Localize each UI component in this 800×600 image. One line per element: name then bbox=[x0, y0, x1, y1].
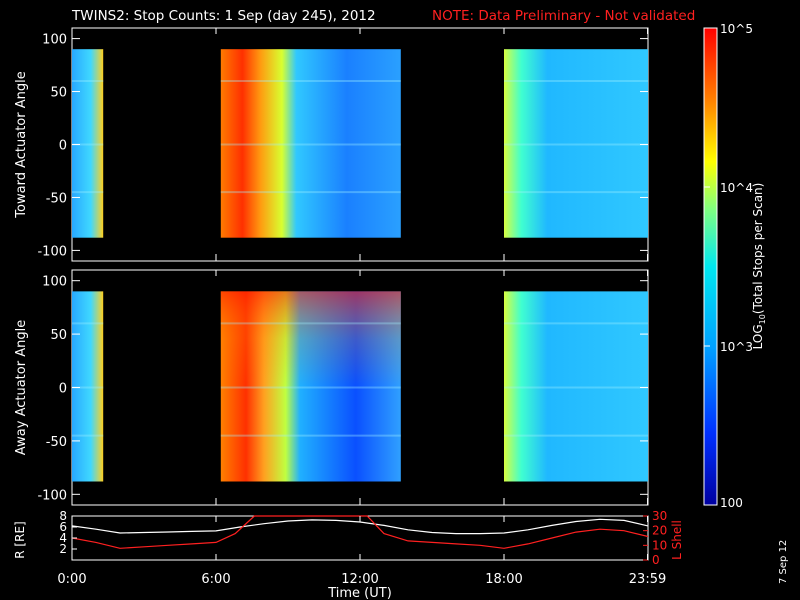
lshell-tick-label: 20 bbox=[652, 524, 667, 538]
time-axis-label: Time (UT) bbox=[327, 586, 392, 600]
l-shell-line bbox=[71, 515, 649, 549]
colorbar-gradient bbox=[703, 27, 718, 506]
r-tick-label: 4 bbox=[59, 531, 67, 545]
y-tick-label: -100 bbox=[37, 244, 67, 259]
r-tick-label: 2 bbox=[59, 542, 67, 556]
colorbar-label: LOG10(Total Stops per Scan) bbox=[751, 183, 767, 350]
date-stamp: 7 Sep 12 bbox=[778, 540, 789, 584]
toward-panel: 100 50 0 -50 -100 Toward Actuator Angle bbox=[14, 27, 649, 262]
colorbar-ticks: 10^5 10^4 10^3 100 bbox=[704, 22, 753, 510]
away-panel: 100 50 0 -50 -100 Away Actuator Angle bbox=[14, 269, 649, 506]
colorbar-tick-label: 10^3 bbox=[720, 340, 753, 354]
y-tick-label: 0 bbox=[59, 139, 67, 154]
away-y-axis-label: Away Actuator Angle bbox=[14, 320, 29, 455]
time-tick-label: 23:59 bbox=[629, 572, 666, 587]
y-tick-label: 100 bbox=[42, 275, 67, 290]
y-tick-label: 50 bbox=[50, 328, 67, 343]
lshell-tick-label: 0 bbox=[652, 553, 660, 567]
away-top-enhancement bbox=[220, 291, 401, 482]
away-segment-3 bbox=[504, 291, 648, 482]
y-tick-label: -100 bbox=[37, 488, 67, 503]
r-tick-label: 8 bbox=[59, 509, 67, 523]
colorbar-tick-label: 100 bbox=[720, 496, 743, 510]
colorbar: 10^5 10^4 10^3 100 LOG10(Total Stops per Sc… bbox=[703, 22, 767, 510]
toward-y-axis-label: Toward Actuator Angle bbox=[14, 71, 29, 218]
lshell-tick-label: 30 bbox=[652, 509, 667, 523]
colorbar-tick-label: 10^5 bbox=[720, 22, 753, 36]
time-tick-label: 0:00 bbox=[57, 572, 86, 587]
away-y-ticks: 100 50 0 -50 -100 bbox=[37, 275, 648, 503]
time-tick-label: 12:00 bbox=[341, 572, 378, 587]
lshell-tick-label: 10 bbox=[652, 538, 667, 552]
y-tick-label: -50 bbox=[46, 191, 67, 206]
toward-y-ticks: 100 50 0 -50 -100 bbox=[37, 33, 648, 259]
time-tick-label: 6:00 bbox=[201, 572, 230, 587]
preliminary-note: NOTE: Data Preliminary - Not validated bbox=[432, 8, 695, 24]
figure-title: TWINS2: Stop Counts: 1 Sep (day 245), 20… bbox=[71, 8, 376, 24]
colorbar-tick-label: 10^4 bbox=[720, 181, 753, 195]
y-tick-label: 50 bbox=[50, 86, 67, 101]
toward-segment-1 bbox=[72, 49, 104, 238]
y-tick-label: 100 bbox=[42, 33, 67, 48]
toward-heatmap bbox=[72, 49, 648, 238]
r-axis-label: R [RE] bbox=[13, 521, 27, 558]
time-tick-label: 18:00 bbox=[485, 572, 522, 587]
y-tick-label: 0 bbox=[59, 382, 67, 397]
r-tick-label: 6 bbox=[59, 520, 67, 534]
time-x-ticks: 0:00 6:00 12:00 18:00 23:59 bbox=[57, 28, 666, 587]
y-tick-label: -50 bbox=[46, 435, 67, 450]
lshell-axis-label: L Shell bbox=[670, 520, 684, 560]
away-segment-1 bbox=[72, 291, 104, 482]
toward-segment-3 bbox=[504, 49, 648, 238]
away-heatmap bbox=[72, 291, 648, 482]
toward-segment-2 bbox=[220, 49, 401, 238]
